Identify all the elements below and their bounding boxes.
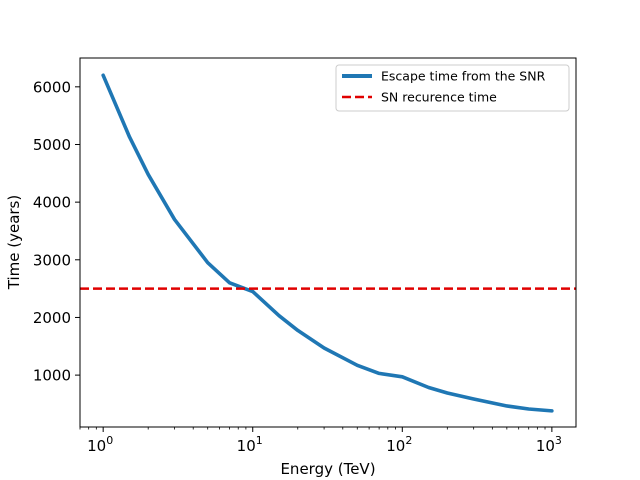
legend: Escape time from the SNR SN recurence ti… [335,64,570,112]
x-axis-label: Energy (TeV) [280,460,375,478]
y-tick-label: 4000 [33,194,71,212]
series-line-escape-time [101,73,554,413]
legend-label-sn-recurrence: SN recurence time [381,90,497,105]
y-tick-label: 6000 [33,78,71,96]
x-tick-label: 103 [536,434,562,455]
y-tick-label: 2000 [33,309,71,327]
legend-label-escape-time: Escape time from the SNR [381,69,546,84]
x-tick-label: 101 [237,434,263,455]
y-axis-label: Time (years) [5,195,23,290]
x-tick-label: 102 [386,434,412,455]
y-axis-ticks: 1000 2000 3000 4000 5000 6000 [33,78,80,385]
x-axis-ticks: 100 101 102 103 [79,427,562,455]
y-tick-label: 1000 [33,367,71,385]
plot-frame [79,57,577,428]
series-layer [80,73,576,413]
y-tick-label: 3000 [33,251,71,269]
y-tick-label: 5000 [33,136,71,154]
x-tick-label: 100 [87,434,113,455]
legend-box [335,64,570,112]
